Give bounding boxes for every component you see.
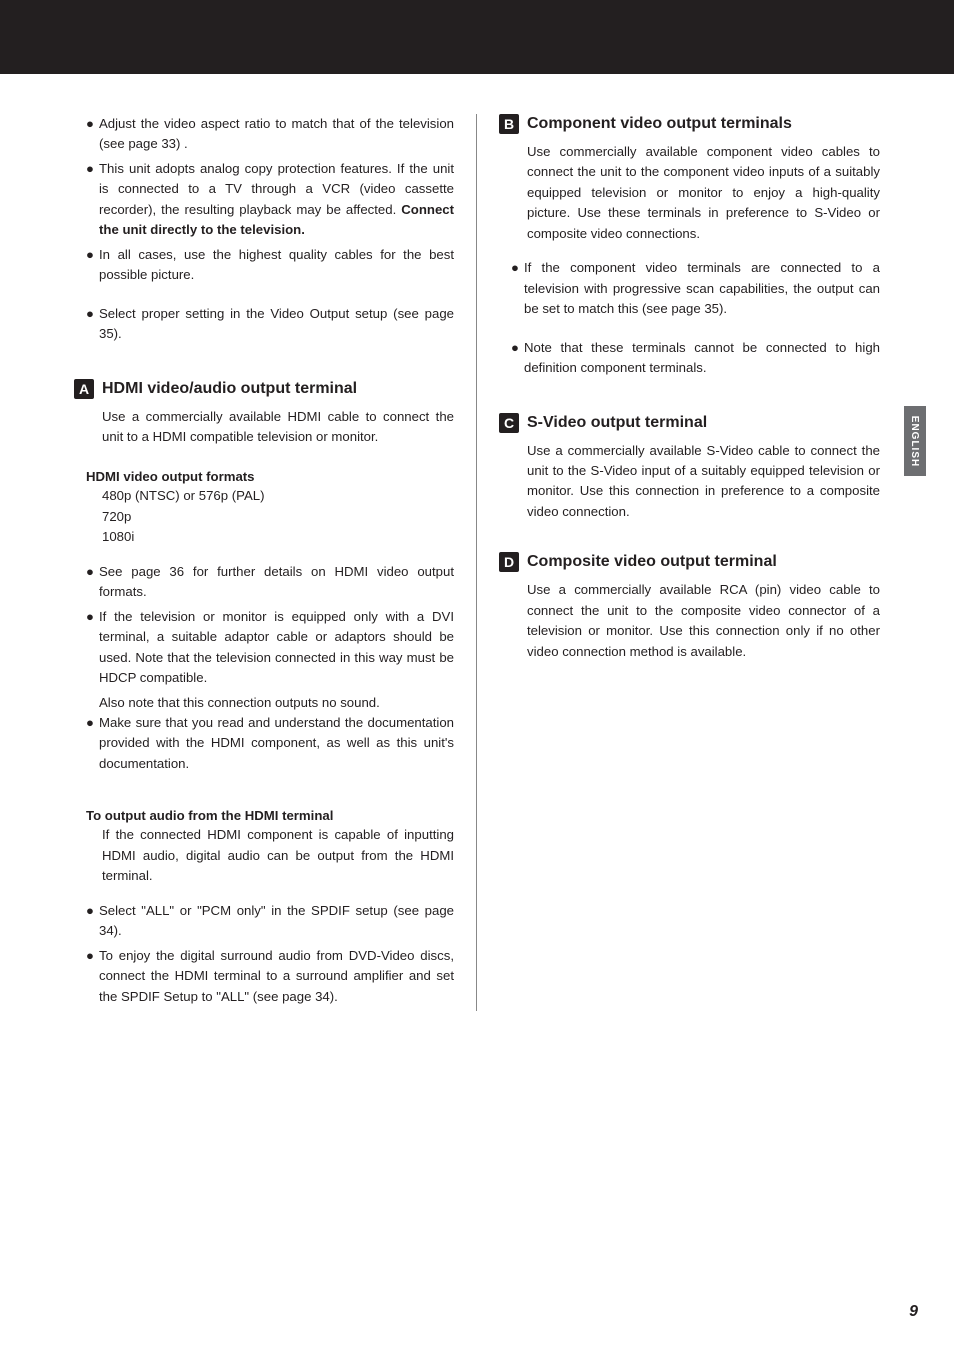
hdmi-formats-heading: HDMI video output formats bbox=[74, 469, 454, 484]
list-item: 1080i bbox=[102, 527, 454, 547]
bullet-icon: ● bbox=[86, 946, 99, 1007]
section-a-title: HDMI video/audio output terminal bbox=[102, 380, 357, 398]
intro-bullets: ● Adjust the video aspect ratio to match… bbox=[74, 114, 454, 286]
section-c-intro: Use a commercially available S-Video cab… bbox=[499, 441, 880, 523]
language-tab-label: ENGLISH bbox=[910, 415, 921, 466]
bullet-icon: ● bbox=[86, 607, 99, 689]
bullet-text: To enjoy the digital surround audio from… bbox=[99, 946, 454, 1007]
bullet-text: Make sure that you read and understand t… bbox=[99, 713, 454, 774]
bullet-text: Adjust the video aspect ratio to match t… bbox=[99, 116, 454, 151]
section-b-heading: B Component video output terminals bbox=[499, 114, 880, 134]
section-marker-d: D bbox=[499, 552, 519, 572]
list-item: 480p (NTSC) or 576p (PAL) bbox=[102, 486, 454, 506]
bullet-icon: ● bbox=[511, 338, 524, 379]
list-item: ● Select "ALL" or "PCM only" in the SPDI… bbox=[86, 901, 454, 942]
bullet-icon: ● bbox=[86, 159, 99, 241]
section-a-intro: Use a commercially available HDMI cable … bbox=[74, 407, 454, 448]
section-a-bullets-1: ● See page 36 for further details on HDM… bbox=[74, 562, 454, 689]
section-a-bullets-2: ● Make sure that you read and understand… bbox=[74, 713, 454, 774]
section-b-intro: Use commercially available component vid… bbox=[499, 142, 880, 244]
bullet-icon: ● bbox=[86, 562, 99, 603]
also-note: Also note that this connection outputs n… bbox=[74, 693, 454, 713]
left-column: ● Adjust the video aspect ratio to match… bbox=[74, 114, 477, 1011]
section-b-bullets-2: ● Note that these terminals cannot be co… bbox=[499, 338, 880, 379]
right-column: B Component video output terminals Use c… bbox=[477, 114, 880, 1011]
section-marker-c: C bbox=[499, 413, 519, 433]
list-item: ● In all cases, use the highest quality … bbox=[86, 245, 454, 286]
intro-bullets-2: ● Select proper setting in the Video Out… bbox=[74, 304, 454, 345]
list-item: ● To enjoy the digital surround audio fr… bbox=[86, 946, 454, 1007]
list-item: ● This unit adopts analog copy protectio… bbox=[86, 159, 454, 241]
section-marker-a: A bbox=[74, 379, 94, 399]
section-a-heading: A HDMI video/audio output terminal bbox=[74, 379, 454, 399]
bullet-text: If the television or monitor is equipped… bbox=[99, 607, 454, 689]
bullet-icon: ● bbox=[86, 304, 99, 345]
bullet-text: Select proper setting in the Video Outpu… bbox=[99, 306, 454, 341]
bullet-text: In all cases, use the highest quality ca… bbox=[99, 247, 454, 282]
list-item: ● See page 36 for further details on HDM… bbox=[86, 562, 454, 603]
list-item: ● If the component video terminals are c… bbox=[511, 258, 880, 319]
top-black-bar bbox=[0, 0, 954, 74]
list-item: 720p bbox=[102, 507, 454, 527]
section-marker-b: B bbox=[499, 114, 519, 134]
bullet-icon: ● bbox=[86, 901, 99, 942]
bullet-icon: ● bbox=[86, 245, 99, 286]
section-d-intro: Use a commercially available RCA (pin) v… bbox=[499, 580, 880, 662]
section-d-title: Composite video output terminal bbox=[527, 553, 777, 571]
section-b-bullets: ● If the component video terminals are c… bbox=[499, 258, 880, 319]
bullet-text: See page 36 for further details on HDMI … bbox=[99, 562, 454, 603]
bullet-text: If the component video terminals are con… bbox=[524, 258, 880, 319]
page-number: 9 bbox=[909, 1303, 918, 1321]
hdmi-audio-intro: If the connected HDMI component is capab… bbox=[74, 825, 454, 886]
section-c-heading: C S-Video output terminal bbox=[499, 413, 880, 433]
bullet-text: Note that these terminals cannot be conn… bbox=[524, 338, 880, 379]
bullet-icon: ● bbox=[86, 713, 99, 774]
content-area: ● Adjust the video aspect ratio to match… bbox=[0, 74, 954, 1011]
list-item: ● Adjust the video aspect ratio to match… bbox=[86, 114, 454, 155]
section-b-title: Component video output terminals bbox=[527, 115, 792, 133]
bullet-icon: ● bbox=[511, 258, 524, 319]
hdmi-formats-list: 480p (NTSC) or 576p (PAL) 720p 1080i bbox=[74, 486, 454, 547]
bullet-text: Select "ALL" or "PCM only" in the SPDIF … bbox=[99, 901, 454, 942]
hdmi-audio-heading: To output audio from the HDMI terminal bbox=[74, 808, 454, 823]
bullet-icon: ● bbox=[86, 114, 99, 155]
list-item: ● Note that these terminals cannot be co… bbox=[511, 338, 880, 379]
list-item: ● Select proper setting in the Video Out… bbox=[86, 304, 454, 345]
list-item: ● If the television or monitor is equipp… bbox=[86, 607, 454, 689]
list-item: ● Make sure that you read and understand… bbox=[86, 713, 454, 774]
section-d-heading: D Composite video output terminal bbox=[499, 552, 880, 572]
section-a-bullets-3: ● Select "ALL" or "PCM only" in the SPDI… bbox=[74, 901, 454, 1007]
language-tab: ENGLISH bbox=[904, 406, 926, 476]
section-c-title: S-Video output terminal bbox=[527, 414, 707, 432]
